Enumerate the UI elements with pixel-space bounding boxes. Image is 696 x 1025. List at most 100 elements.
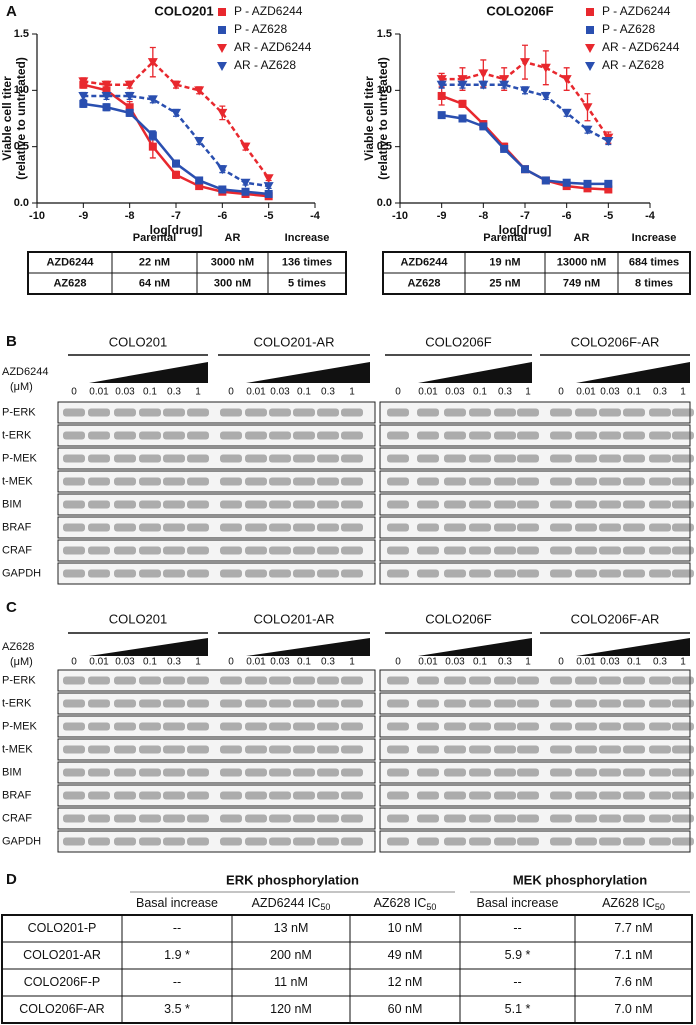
marker	[603, 137, 614, 147]
blot-band	[444, 569, 466, 578]
blot-row-label: BIM	[2, 498, 22, 510]
blot-band	[649, 477, 671, 486]
blot-band	[469, 477, 491, 486]
blot-band	[139, 546, 161, 555]
blot-band	[317, 791, 339, 800]
blot-band	[317, 500, 339, 509]
blot-band	[63, 722, 85, 731]
table-cell: AZD6244	[400, 256, 448, 268]
blot-band	[417, 722, 439, 731]
marker	[78, 91, 89, 101]
blot-band	[220, 814, 242, 823]
blot-band	[649, 722, 671, 731]
blot-band	[575, 722, 597, 731]
blot-band	[672, 791, 694, 800]
blot-band	[494, 699, 516, 708]
table-cell: 120 nM	[270, 1002, 312, 1016]
blot-band	[550, 523, 572, 532]
blot-band	[417, 768, 439, 777]
blot-band	[575, 408, 597, 417]
blot-band	[649, 431, 671, 440]
series	[78, 46, 274, 184]
blot-band	[88, 477, 110, 486]
blot-band	[88, 546, 110, 555]
blot-band	[550, 500, 572, 509]
x-tick-label: -8	[125, 210, 135, 222]
blot-band	[649, 791, 671, 800]
column-header-sub: 50	[320, 902, 330, 912]
table-cell: 49 nM	[388, 948, 423, 962]
column-header-sub: 50	[655, 902, 665, 912]
panel-label: B	[6, 333, 17, 350]
blot-band	[575, 837, 597, 846]
blot-band	[220, 699, 242, 708]
dose-label: 0.1	[143, 657, 157, 668]
column-header-text: AZ628 IC	[374, 896, 427, 910]
marker	[194, 86, 205, 96]
blot-row-label: P-MEK	[2, 452, 38, 464]
table-cell: 10 nM	[388, 921, 423, 935]
blot-row-label: t-MEK	[2, 743, 33, 755]
blot-band	[517, 569, 539, 578]
legend-marker	[217, 44, 227, 53]
table-cell: 200 nM	[270, 948, 312, 962]
blot-band	[163, 768, 185, 777]
blot-band	[293, 523, 315, 532]
dose-label: 0	[71, 387, 77, 398]
series	[79, 99, 273, 198]
blot-band	[550, 814, 572, 823]
blot-band	[293, 569, 315, 578]
drug-label: (μM)	[10, 656, 33, 668]
dose-label: 0.01	[89, 657, 109, 668]
series	[436, 44, 614, 144]
marker	[194, 137, 205, 147]
blot-band	[88, 768, 110, 777]
dose-label: 1	[680, 657, 686, 668]
blot-band	[599, 454, 621, 463]
blot-band	[550, 722, 572, 731]
blot-band	[63, 408, 85, 417]
blot-band	[187, 814, 209, 823]
blot-band	[163, 500, 185, 509]
blot-band	[469, 500, 491, 509]
table-cell: COLO201-AR	[23, 948, 101, 962]
dose-wedge	[576, 362, 690, 383]
x-tick-label: -6	[217, 210, 227, 222]
blot-band	[494, 500, 516, 509]
blot-band	[599, 431, 621, 440]
dose-label: 1	[195, 387, 201, 398]
blot-band	[293, 408, 315, 417]
blot-band	[220, 408, 242, 417]
marker	[499, 75, 510, 85]
dose-label: 0.3	[167, 657, 181, 668]
blot-band	[417, 745, 439, 754]
blot-band	[88, 814, 110, 823]
table-header: Parental	[133, 232, 176, 244]
blot-band	[114, 454, 136, 463]
blot-band	[444, 676, 466, 685]
blot-frame	[379, 738, 691, 761]
marker	[457, 80, 468, 90]
blot-band	[517, 814, 539, 823]
legend-marker	[586, 26, 594, 34]
blot-band	[417, 569, 439, 578]
blot-band	[341, 745, 363, 754]
blot-band	[245, 546, 267, 555]
dose-label: 0	[558, 387, 564, 398]
blot-band	[599, 500, 621, 509]
blot-frame	[57, 807, 376, 830]
table-cell: COLO206F-AR	[19, 1002, 104, 1016]
blot-band	[269, 523, 291, 532]
blot-band	[269, 569, 291, 578]
column-header-text: Basal increase	[136, 896, 218, 910]
blot-band	[114, 745, 136, 754]
panel-label: D	[6, 871, 17, 888]
dose-label: 0.01	[246, 387, 266, 398]
blot-band	[317, 814, 339, 823]
dose-label: 0.1	[627, 387, 641, 398]
dose-label: 1	[680, 387, 686, 398]
blot-band	[220, 791, 242, 800]
dose-label: 0.3	[321, 657, 335, 668]
blot-band	[269, 791, 291, 800]
